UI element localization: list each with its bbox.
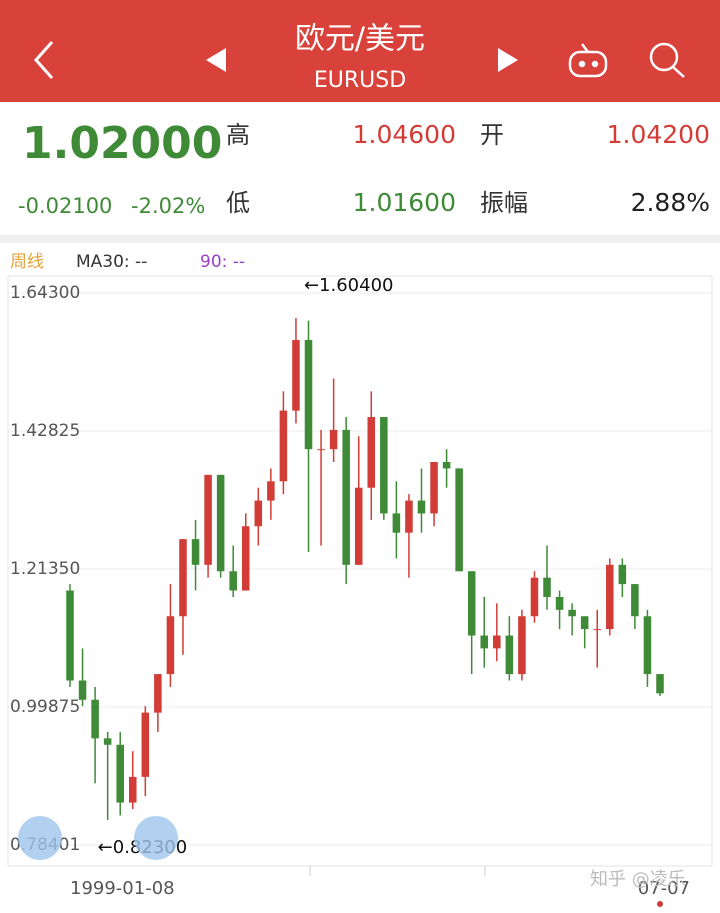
- candle-body: [493, 635, 501, 649]
- candle-body: [279, 410, 288, 482]
- robot-icon[interactable]: [568, 43, 608, 78]
- candle-body: [179, 539, 187, 617]
- amp-label: 振幅: [480, 189, 528, 217]
- change-pct: -2.02%: [131, 194, 205, 218]
- divider: [0, 235, 720, 243]
- candle-body: [380, 417, 388, 514]
- candle-body: [455, 468, 463, 572]
- candle-body: [141, 712, 150, 777]
- candle-body: [442, 462, 451, 469]
- search-icon[interactable]: [649, 42, 685, 78]
- open-value: 1.04200: [607, 120, 710, 149]
- candle-body: [430, 462, 438, 514]
- y-tick-label: 1.42825: [10, 421, 80, 441]
- candle-body: [480, 635, 489, 649]
- candle-body: [204, 474, 212, 565]
- candle-body: [656, 674, 664, 694]
- candle-body: [354, 487, 363, 565]
- x-tick-label: 1999-01-08: [70, 878, 175, 899]
- candle-body: [543, 577, 551, 597]
- candle-body: [505, 635, 514, 675]
- candle-body: [631, 584, 639, 617]
- annotation: ←1.60400: [304, 275, 394, 296]
- period-tab[interactable]: 周线: [10, 252, 44, 272]
- candle-body: [154, 674, 162, 713]
- candle-body: [292, 339, 300, 411]
- candle-body: [417, 500, 426, 514]
- candle-body: [267, 481, 275, 501]
- header-bar: [0, 0, 720, 102]
- candle-body: [405, 500, 413, 533]
- x-tick-label: 07-07: [638, 878, 690, 899]
- y-tick-label: 0.99875: [10, 697, 80, 717]
- y-tick-label: 1.21350: [10, 559, 80, 579]
- next-button[interactable]: [498, 48, 518, 72]
- candle-body: [241, 526, 250, 591]
- candle-body: [606, 564, 614, 630]
- candle-body: [568, 609, 576, 617]
- candle-body: [317, 449, 325, 451]
- candle-body: [66, 590, 74, 681]
- chart-frame: [7, 275, 713, 867]
- candle-body: [392, 513, 401, 533]
- candle-body: [518, 616, 526, 675]
- candle-body: [216, 474, 225, 572]
- amp-value: 2.88%: [631, 188, 710, 217]
- candle-body: [91, 699, 99, 739]
- candle-body: [618, 564, 627, 585]
- y-tick-label: 1.64300: [10, 283, 80, 303]
- watermark: 知乎 @凌乐: [590, 869, 686, 890]
- change: -0.02100: [18, 194, 112, 218]
- open-label: 开: [480, 121, 504, 149]
- candle-body: [342, 429, 350, 565]
- candle-body: [191, 539, 200, 565]
- prev-button[interactable]: [206, 48, 226, 72]
- ma90-label: 90: --: [200, 252, 245, 272]
- candle-body: [593, 629, 601, 631]
- candle-body: [103, 738, 112, 745]
- float-button[interactable]: [134, 816, 178, 860]
- candle-body: [78, 680, 87, 700]
- candle-body: [580, 616, 589, 630]
- float-button[interactable]: [18, 816, 62, 860]
- candle-body: [254, 500, 263, 527]
- high-label: 高: [226, 121, 250, 149]
- candle-body: [229, 571, 237, 591]
- candle-body: [166, 616, 175, 675]
- candle-body: [329, 429, 338, 450]
- candle-body: [116, 744, 124, 803]
- high-value: 1.04600: [353, 120, 456, 149]
- candle-body: [530, 577, 539, 617]
- candle-body: [129, 776, 137, 803]
- candle-body: [467, 571, 476, 636]
- header-title: 欧元/美元: [295, 22, 425, 57]
- ma30-label: MA30: --: [76, 252, 147, 272]
- candle-body: [304, 339, 313, 450]
- candle-body: [367, 417, 376, 488]
- price: 1.02000: [22, 118, 222, 169]
- candle-body: [555, 596, 564, 610]
- indicator-dot: [657, 901, 663, 907]
- low-value: 1.01600: [353, 188, 456, 217]
- low-label: 低: [226, 189, 250, 217]
- header-subtitle: EURUSD: [314, 68, 406, 93]
- back-button[interactable]: [33, 41, 54, 79]
- candle-body: [643, 616, 652, 675]
- plot: 0.784010.998751.213501.428251.643001999-…: [8, 275, 712, 899]
